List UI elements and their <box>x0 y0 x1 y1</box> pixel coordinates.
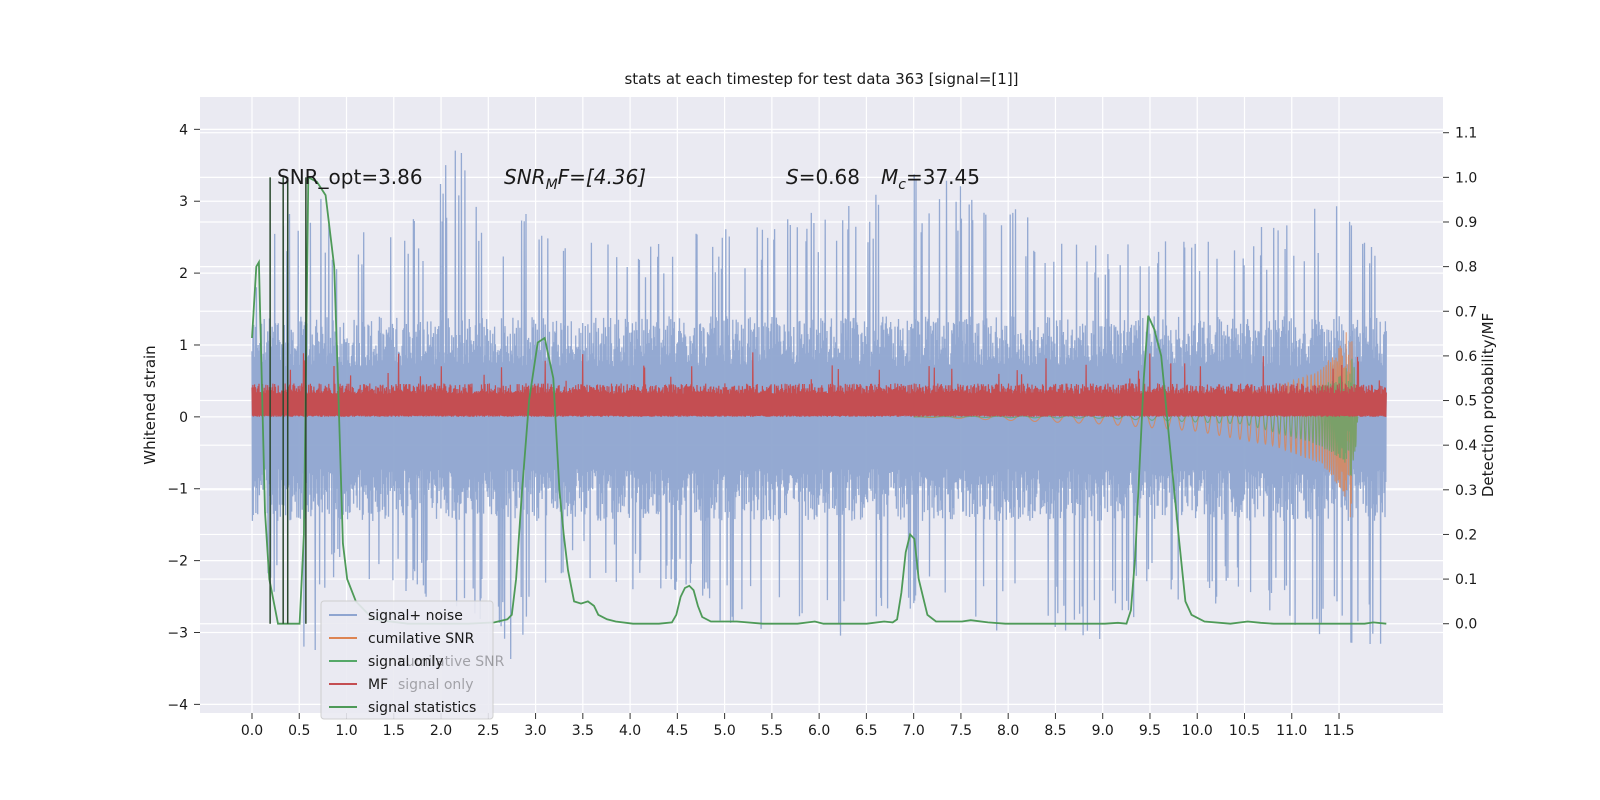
y-right-tick-label: 0.1 <box>1455 572 1477 588</box>
legend-label: MF <box>368 677 388 693</box>
x-tick-label: 9.5 <box>1139 723 1161 739</box>
mc-symbol: M <box>881 165 898 189</box>
y-tick-label: 1 <box>179 338 188 354</box>
s-value: =0.68 <box>799 165 860 189</box>
y-right-tick-label: 0.7 <box>1455 304 1477 320</box>
mc-value: =37.45 <box>906 165 980 189</box>
x-tick-label: 7.0 <box>903 723 925 739</box>
y-tick-label: 0 <box>179 410 188 426</box>
mc-subscript: c <box>898 177 906 193</box>
snr-mf-annotation: SNRMF=[4.36] <box>504 165 646 193</box>
snr-opt-annotation: SNR_opt=3.86 <box>277 165 423 189</box>
x-tick-label: 1.0 <box>335 723 357 739</box>
x-tick-label: 0.0 <box>241 723 263 739</box>
y-tick-label: −1 <box>167 482 188 498</box>
y-right-tick-label: 1.1 <box>1455 126 1477 142</box>
signal-statistics-line <box>251 175 1387 625</box>
y-right-tick-label: 0.4 <box>1455 438 1477 454</box>
x-tick-label: 8.5 <box>1044 723 1066 739</box>
y-tick-label: 3 <box>179 194 188 210</box>
x-tick-label: 1.5 <box>383 723 405 739</box>
x-tick-label: 10.5 <box>1229 723 1260 739</box>
signal-only-line <box>913 358 1359 476</box>
x-tick-label: 2.5 <box>477 723 499 739</box>
x-tick-label: 8.0 <box>997 723 1019 739</box>
legend-label: signal statistics <box>368 700 476 716</box>
x-tick-label: 3.0 <box>524 723 546 739</box>
legend-overlay-label: cumilative SNR <box>398 654 505 670</box>
y-right-tick-label: 0.9 <box>1455 215 1477 231</box>
tick-layer: 0.0 0.5 1.0 1.5 2.0 2.5 3.0 3.5 4.0 4.5 5.0 5.5 6.0 6… <box>167 122 1477 739</box>
series-layer <box>251 150 1387 660</box>
x-tick-label: 4.5 <box>666 723 688 739</box>
x-tick-label: 11.5 <box>1323 723 1354 739</box>
y-axis-right-label: Detection probability/MF <box>1479 313 1497 497</box>
chart-title: stats at each timestep for test data 363… <box>624 70 1018 88</box>
s-annotation: S=0.68 <box>786 165 860 189</box>
x-tick-label: 2.0 <box>430 723 452 739</box>
x-tick-label: 5.5 <box>761 723 783 739</box>
x-tick-label: 3.5 <box>572 723 594 739</box>
x-tick-label: 10.0 <box>1182 723 1213 739</box>
y-right-tick-label: 0.8 <box>1455 260 1477 276</box>
y-tick-label: 4 <box>179 122 188 138</box>
y-tick-label: −2 <box>167 554 188 570</box>
y-right-tick-label: 1.0 <box>1455 170 1477 186</box>
mf-line <box>251 352 1387 417</box>
y-right-tick-label: 0.0 <box>1455 617 1477 633</box>
legend-label: cumilative SNR <box>368 631 475 647</box>
y-tick-label: −4 <box>167 697 188 713</box>
x-tick-label: 7.5 <box>950 723 972 739</box>
y-tick-label: 2 <box>179 266 188 282</box>
y-axis-label: Whitened strain <box>141 345 159 464</box>
y-right-tick-label: 0.5 <box>1455 394 1477 410</box>
snr-mf-symbol: SNR <box>504 165 546 189</box>
x-tick-label: 6.5 <box>855 723 877 739</box>
snr-mf-subscript: M <box>546 177 558 193</box>
y-right-tick-label: 0.6 <box>1455 349 1477 365</box>
x-tick-label: 6.0 <box>808 723 830 739</box>
s-symbol: S <box>786 165 799 189</box>
mc-annotation: Mc=37.45 <box>881 165 980 193</box>
legend-box <box>320 600 494 720</box>
x-tick-label: 0.5 <box>288 723 310 739</box>
snr-mf-rest-italic: F=[4.36] <box>558 165 646 189</box>
y-right-tick-label: 0.3 <box>1455 483 1477 499</box>
x-tick-label: 4.0 <box>619 723 641 739</box>
legend-overlay-label: signal only <box>398 677 473 693</box>
x-tick-label: 11.0 <box>1276 723 1307 739</box>
legend-label: signal only <box>368 654 443 670</box>
x-tick-label: 9.0 <box>1092 723 1114 739</box>
y-tick-label: −3 <box>167 625 188 641</box>
signal-noise-line <box>251 150 1387 660</box>
x-tick-label: 5.0 <box>713 723 735 739</box>
legend-label: signal+ noise <box>368 608 463 624</box>
y-right-tick-label: 0.2 <box>1455 527 1477 543</box>
